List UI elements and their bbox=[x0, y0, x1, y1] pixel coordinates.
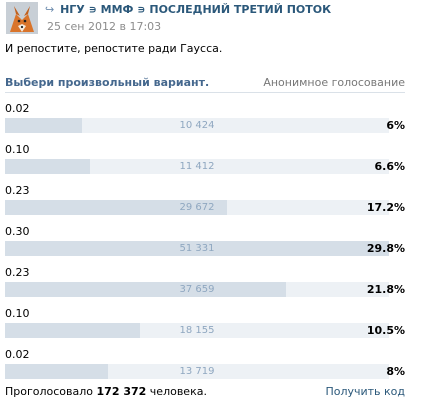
option-vote-count: 29 672 bbox=[179, 202, 215, 213]
poll-option[interactable]: 0.02 10 424 6% bbox=[5, 102, 407, 133]
poll-footer: Проголосовало 172 372 человека. Получить… bbox=[5, 385, 405, 399]
post-date[interactable]: 25 сен 2012 в 17:03 bbox=[47, 20, 162, 33]
poll-option[interactable]: 0.23 37 659 21.8% bbox=[5, 266, 407, 297]
voted-suffix: человека. bbox=[149, 385, 207, 398]
post-header: ↪ НГУ ∍ ММФ ∍ ПОСЛЕДНИЙ ТРЕТИЙ ПОТОК 25 … bbox=[6, 2, 436, 36]
repost-arrow-icon: ↪ bbox=[45, 3, 55, 16]
option-bar-track: 11 412 bbox=[5, 159, 389, 174]
voted-summary: Проголосовало 172 372 человека. bbox=[5, 385, 207, 398]
option-vote-count: 13 719 bbox=[179, 366, 215, 377]
option-bar-track: 29 672 bbox=[5, 200, 389, 215]
option-label: 0.23 bbox=[5, 184, 30, 197]
option-percent: 6.6% bbox=[374, 160, 405, 173]
option-vote-count: 18 155 bbox=[179, 325, 215, 336]
fox-avatar-icon[interactable] bbox=[6, 2, 38, 34]
option-bar-track: 10 424 bbox=[5, 118, 389, 133]
voted-total: 172 372 bbox=[96, 385, 147, 398]
option-label: 0.10 bbox=[5, 307, 30, 320]
poll-options: 0.02 10 424 6% 0.10 11 412 6.6% 0.23 29 … bbox=[5, 102, 407, 389]
post-text: И репостите, репостите ради Гаусса. bbox=[5, 42, 223, 55]
option-bar-fill bbox=[5, 200, 227, 215]
option-vote-count: 37 659 bbox=[179, 284, 215, 295]
option-percent: 21.8% bbox=[366, 283, 405, 296]
option-bar-fill bbox=[5, 241, 389, 256]
option-bar-track: 51 331 bbox=[5, 241, 389, 256]
option-vote-count: 11 412 bbox=[179, 161, 215, 172]
option-bar-fill bbox=[5, 364, 108, 379]
option-vote-count: 51 331 bbox=[179, 243, 215, 254]
poll-header: Выбери произвольный вариант. Анонимное г… bbox=[5, 76, 405, 91]
option-label: 0.10 bbox=[5, 143, 30, 156]
get-code-link[interactable]: Получить код bbox=[325, 385, 405, 398]
option-label: 0.23 bbox=[5, 266, 30, 279]
poll-option[interactable]: 0.02 13 719 8% bbox=[5, 348, 407, 379]
option-bar-fill bbox=[5, 118, 82, 133]
source-name[interactable]: НГУ ∍ ММФ ∍ ПОСЛЕДНИЙ ТРЕТИЙ ПОТОК bbox=[60, 3, 332, 16]
voted-prefix: Проголосовало bbox=[5, 385, 94, 398]
post-source-link[interactable]: ↪ НГУ ∍ ММФ ∍ ПОСЛЕДНИЙ ТРЕТИЙ ПОТОК bbox=[45, 3, 331, 16]
option-percent: 29.8% bbox=[366, 242, 405, 255]
option-bar-track: 37 659 bbox=[5, 282, 389, 297]
poll-divider bbox=[5, 92, 405, 93]
option-bar-track: 13 719 bbox=[5, 364, 389, 379]
option-percent: 8% bbox=[386, 365, 405, 378]
option-vote-count: 10 424 bbox=[179, 120, 215, 131]
option-bar-fill bbox=[5, 323, 140, 338]
option-label: 0.02 bbox=[5, 348, 30, 361]
poll-type: Анонимное голосование bbox=[263, 76, 405, 89]
option-bar-fill bbox=[5, 282, 286, 297]
poll-option[interactable]: 0.10 18 155 10.5% bbox=[5, 307, 407, 338]
poll-title: Выбери произвольный вариант. bbox=[5, 76, 210, 89]
option-label: 0.30 bbox=[5, 225, 30, 238]
option-bar-fill bbox=[5, 159, 90, 174]
poll-option[interactable]: 0.10 11 412 6.6% bbox=[5, 143, 407, 174]
option-percent: 17.2% bbox=[366, 201, 405, 214]
poll-option[interactable]: 0.30 51 331 29.8% bbox=[5, 225, 407, 256]
option-bar-track: 18 155 bbox=[5, 323, 389, 338]
option-label: 0.02 bbox=[5, 102, 30, 115]
poll-option[interactable]: 0.23 29 672 17.2% bbox=[5, 184, 407, 215]
option-percent: 10.5% bbox=[366, 324, 405, 337]
option-percent: 6% bbox=[386, 119, 405, 132]
